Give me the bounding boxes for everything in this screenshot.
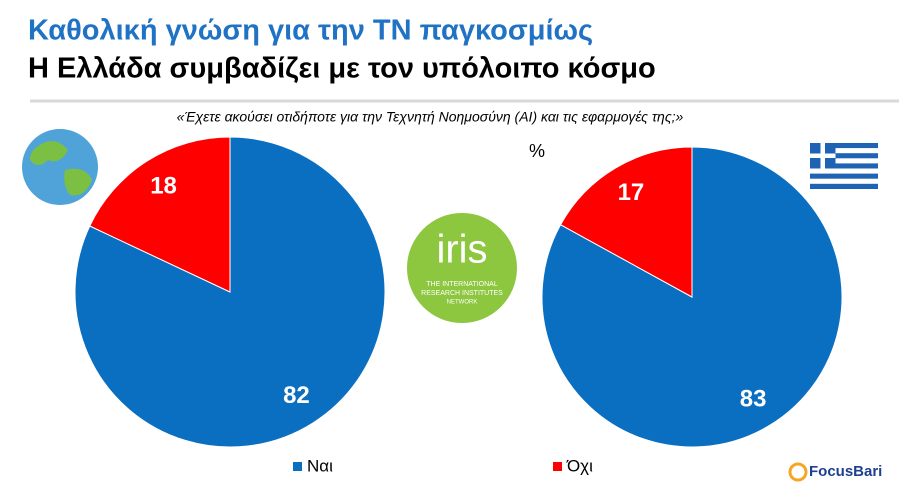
legend-label: Ναι xyxy=(307,456,333,475)
slice-label: 17 xyxy=(618,179,645,206)
slice-label: 18 xyxy=(150,173,177,200)
greek-flag xyxy=(810,143,878,189)
brand-logo: FocusBari xyxy=(788,462,882,482)
slice-label: 83 xyxy=(740,386,767,413)
iris-tagline: THE INTERNATIONAL xyxy=(426,281,498,288)
title: Καθολική γνώση για την ΤΝ παγκοσμίως xyxy=(28,15,593,47)
iris-tagline: RESEARCH INSTITUTES xyxy=(421,290,503,297)
legend-swatch xyxy=(293,462,302,471)
question: «Έχετε ακούσει οτιδήποτε για την Τεχνητή… xyxy=(177,109,684,125)
slice-label: 82 xyxy=(283,382,310,409)
pie-slice xyxy=(89,136,231,293)
pie-slice xyxy=(559,146,693,298)
subtitle: Η Ελλάδα συμβαδίζει με τον υπόλοιπο κόσμ… xyxy=(28,53,656,85)
legend-label: Όχι xyxy=(566,456,593,475)
iris-tagline: NETWORK xyxy=(447,300,478,306)
unit: % xyxy=(529,141,545,161)
iris-logo: iris THE INTERNATIONAL RESEARCH INSTITUT… xyxy=(407,213,517,323)
iris-name: iris xyxy=(436,228,487,272)
globe-icon xyxy=(22,129,98,205)
brand-name: FocusBari xyxy=(809,463,882,480)
legend-swatch xyxy=(553,462,562,471)
